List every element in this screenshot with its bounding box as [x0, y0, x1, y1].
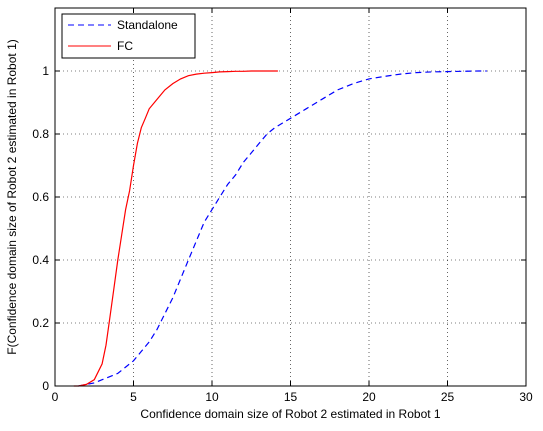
y-axis-label: F(Confidence domain size of Robot 2 esti… [5, 39, 19, 355]
y-tick-label: 0.2 [32, 316, 49, 330]
legend-box [61, 13, 196, 59]
x-tick-label: 0 [52, 390, 59, 404]
y-tick-label: 1 [42, 64, 49, 78]
legend-label-fc: FC [117, 39, 133, 53]
y-tick-label: 0.8 [32, 127, 49, 141]
x-tick-label: 25 [441, 390, 455, 404]
y-tick-label: 0 [42, 379, 49, 393]
x-tick-label: 5 [130, 390, 137, 404]
legend: Standalone FC [61, 13, 196, 59]
y-tick-label: 0.6 [32, 190, 49, 204]
x-tick-label: 20 [362, 390, 376, 404]
x-tick-label: 10 [205, 390, 219, 404]
y-tick-label: 0.4 [32, 253, 49, 267]
series-line-fc [73, 70, 278, 387]
x-axis-label: Confidence domain size of Robot 2 estima… [140, 407, 441, 421]
x-tick-label: 15 [284, 390, 298, 404]
legend-label-standalone: Standalone [117, 18, 178, 32]
ticks: 0 5 10 15 20 25 30 0 0.2 0.4 0.6 0.8 1 [32, 8, 533, 404]
series-layer [73, 70, 487, 387]
x-tick-label: 30 [519, 390, 533, 404]
